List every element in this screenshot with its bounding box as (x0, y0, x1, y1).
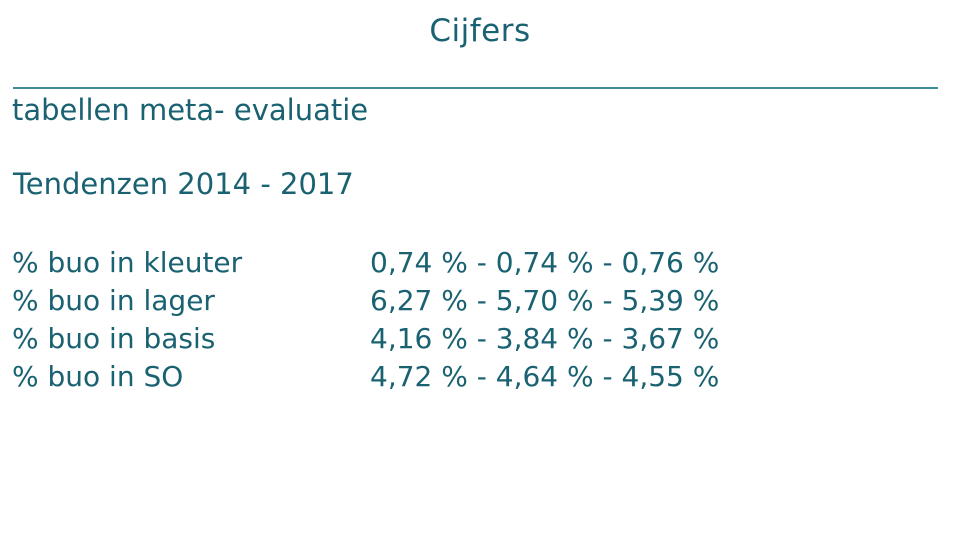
stats-table: % buo in kleuter 0,74 % - 0,74 % - 0,76 … (12, 244, 960, 396)
row-label: % buo in SO (12, 360, 184, 393)
table-row: % buo in basis 4,16 % - 3,84 % - 3,67 % (12, 320, 960, 358)
section-heading: Tendenzen 2014 - 2017 (13, 167, 354, 201)
row-values: 0,74 % - 0,74 % - 0,76 % (370, 246, 720, 279)
row-label: % buo in lager (12, 284, 215, 317)
row-label: % buo in basis (12, 322, 216, 355)
slide-title: Cijfers (429, 13, 531, 49)
row-values: 4,16 % - 3,84 % - 3,67 % (370, 322, 720, 355)
row-values: 6,27 % - 5,70 % - 5,39 % (370, 284, 720, 317)
table-row: % buo in kleuter 0,74 % - 0,74 % - 0,76 … (12, 244, 960, 282)
table-row: % buo in SO 4,72 % - 4,64 % - 4,55 % (12, 358, 960, 396)
title-divider-rule (13, 87, 938, 89)
row-values: 4,72 % - 4,64 % - 4,55 % (370, 360, 720, 393)
slide-subtitle: tabellen meta- evaluatie (12, 93, 369, 127)
row-label: % buo in kleuter (12, 246, 243, 279)
table-row: % buo in lager 6,27 % - 5,70 % - 5,39 % (12, 282, 960, 320)
